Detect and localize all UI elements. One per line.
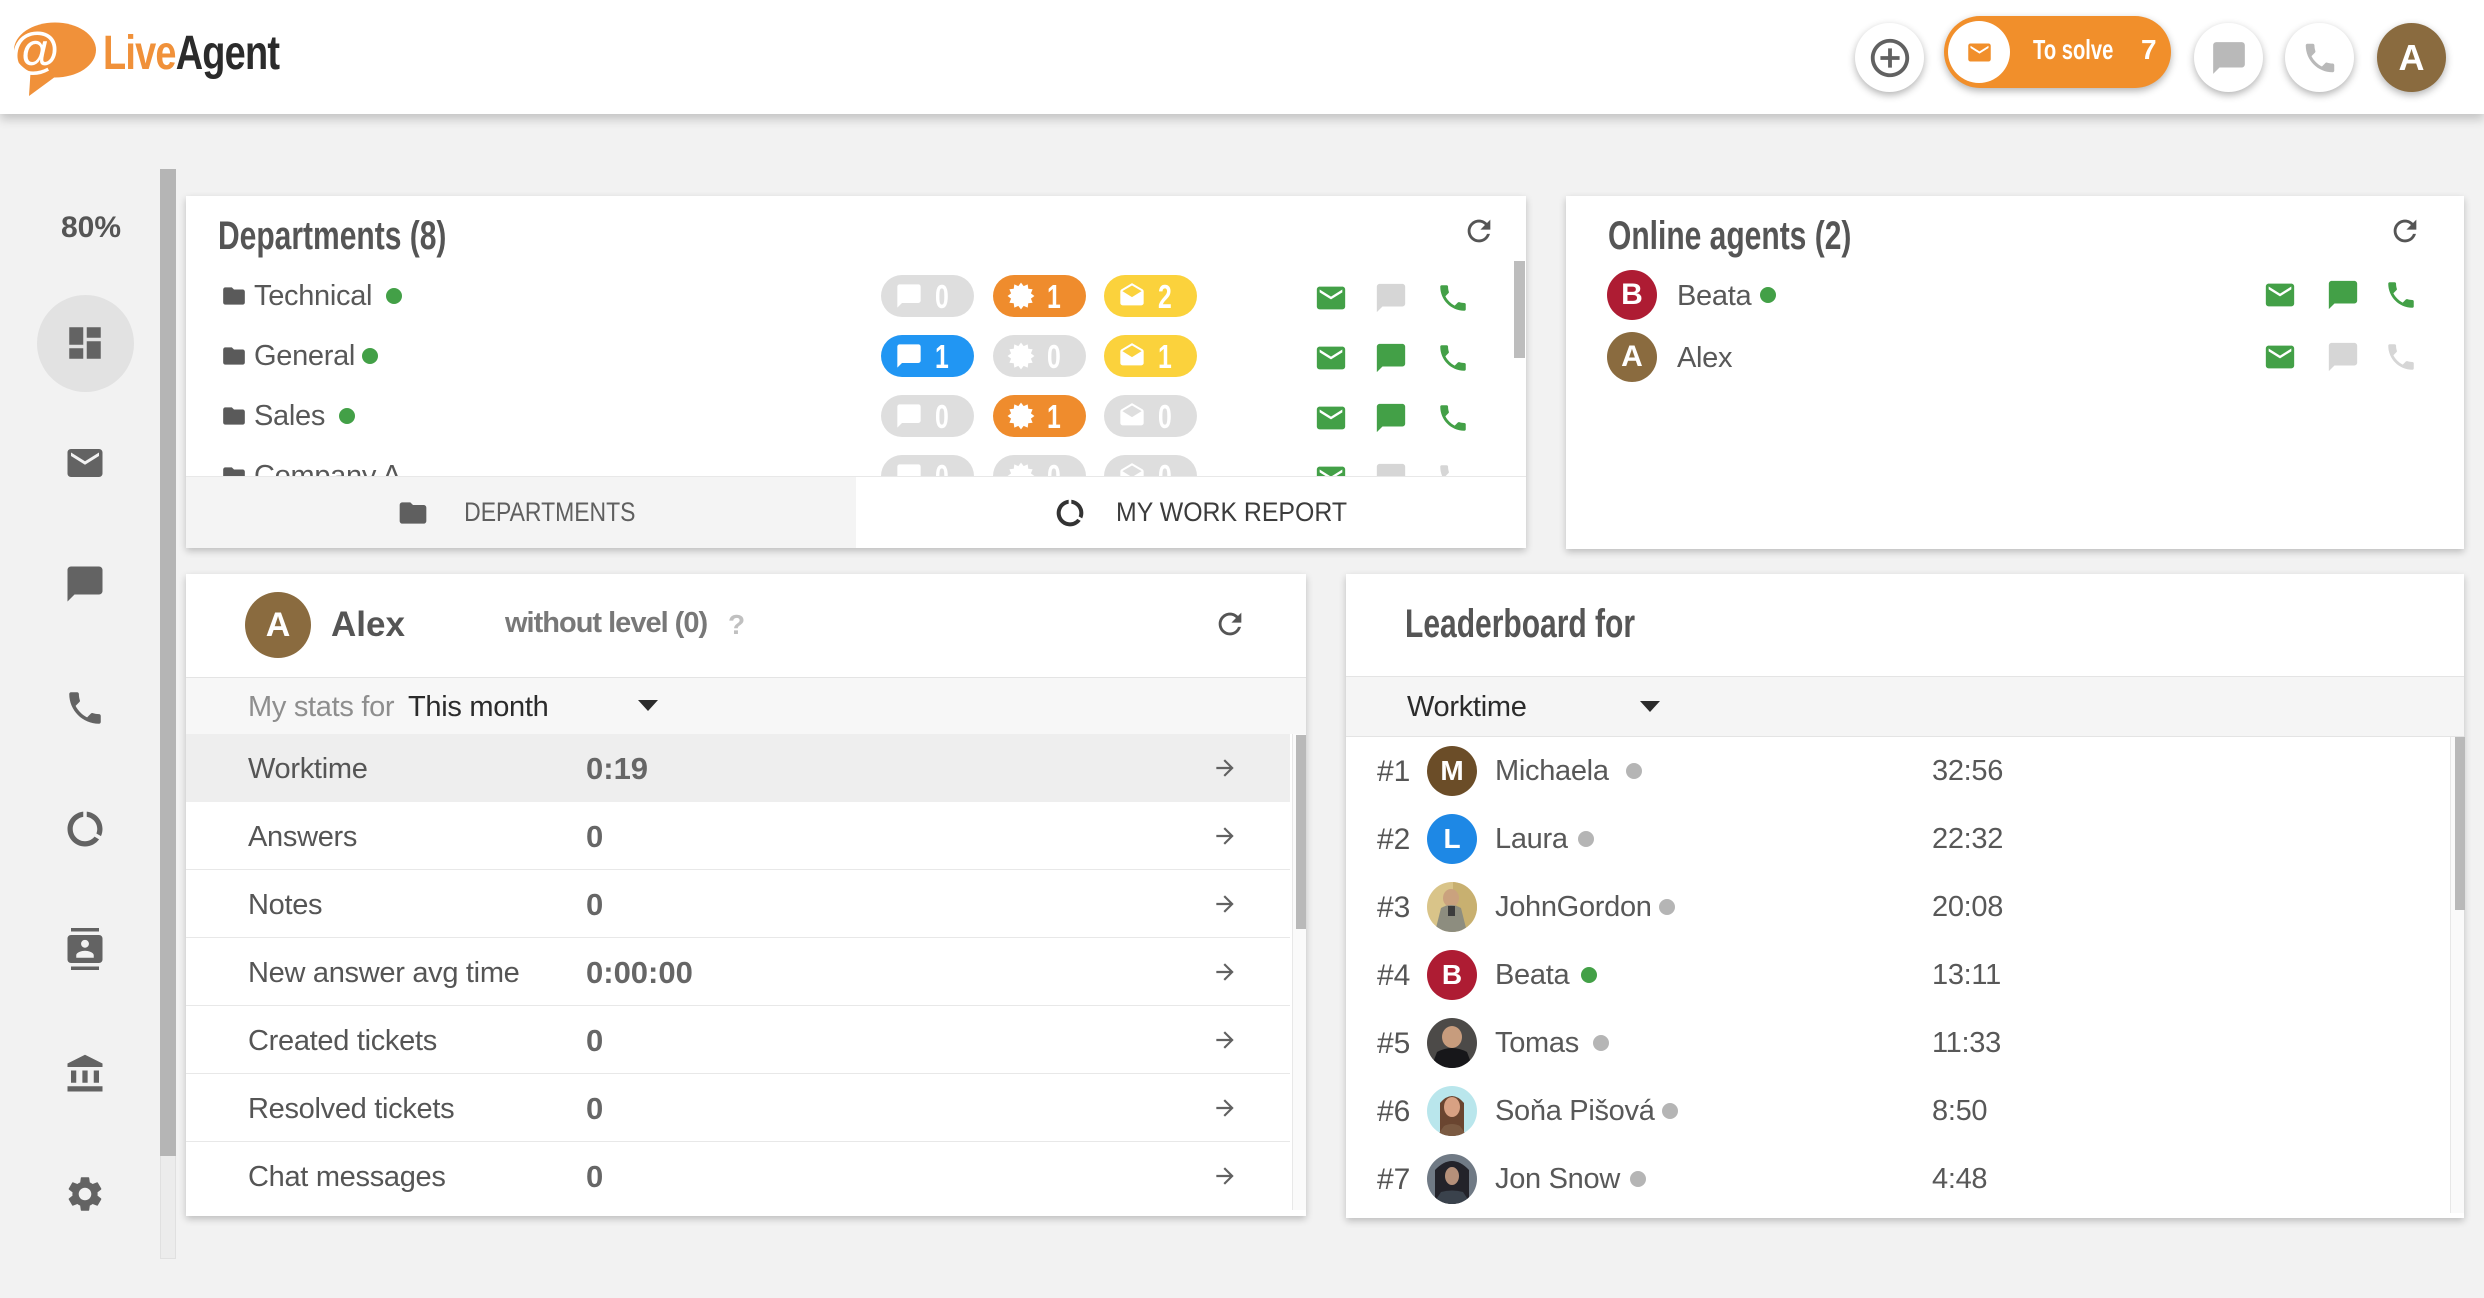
svg-text:@: @ — [11, 22, 60, 78]
